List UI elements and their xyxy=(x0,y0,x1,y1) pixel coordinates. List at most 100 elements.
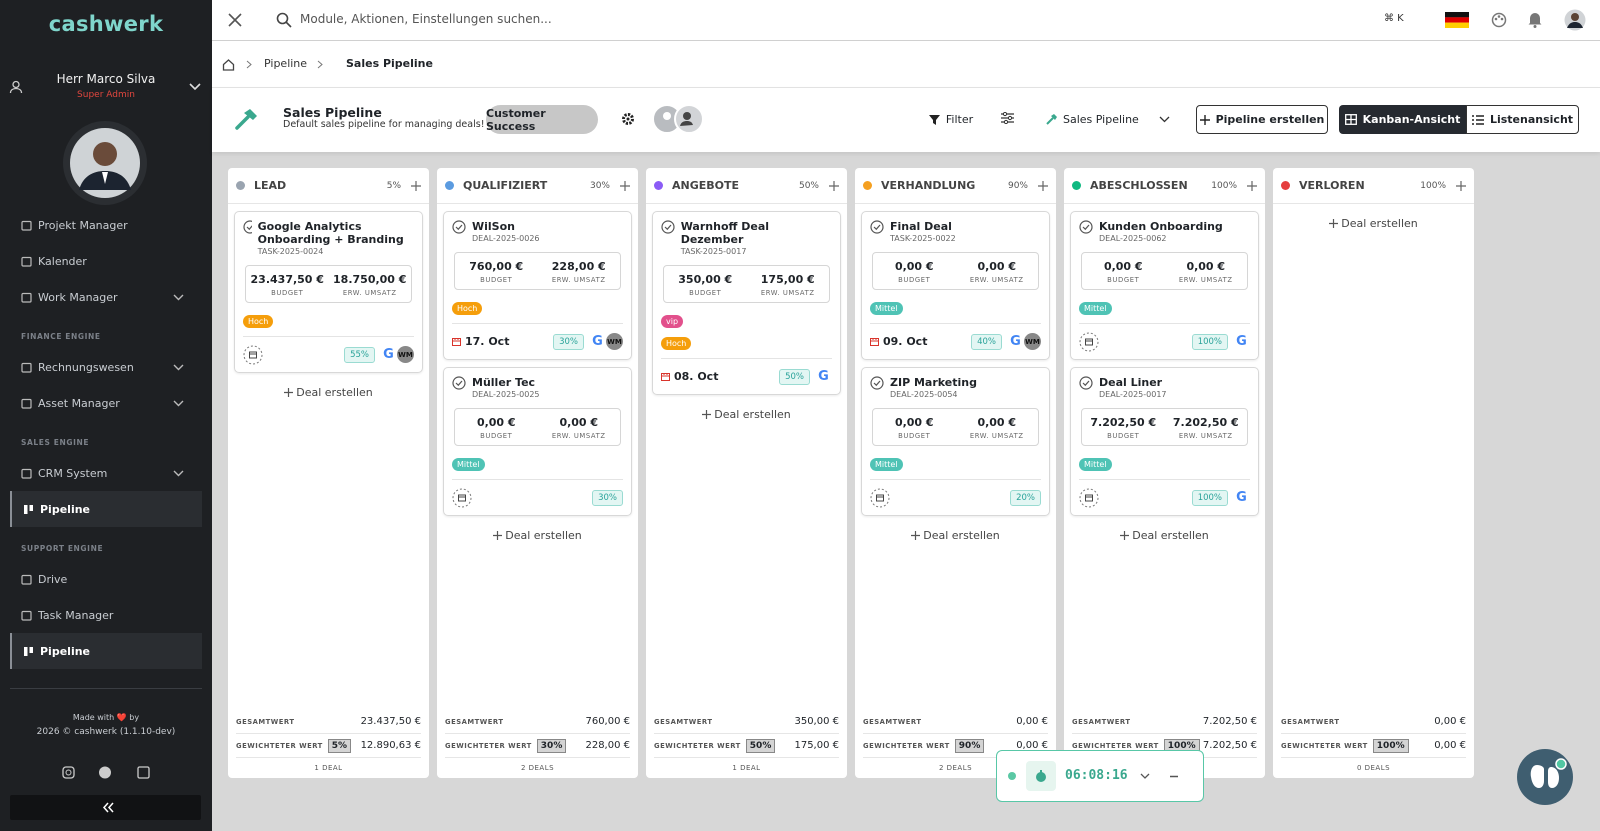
icon-shape xyxy=(12,80,20,89)
deal-card[interactable]: Warnhoff Deal Dezember TASK-2025-0017 350,… xyxy=(652,211,841,395)
breadcrumb-link[interactable]: Pipeline xyxy=(264,57,308,70)
deal-tags: Mittel xyxy=(1079,296,1250,318)
schedule-icon[interactable] xyxy=(243,345,263,365)
icon-shape xyxy=(1548,767,1559,788)
deal-metrics: 0,00 € BUDGET 0,00 € ERW. UMSATZ xyxy=(1081,252,1248,290)
metric-label: BUDGET xyxy=(480,432,513,440)
create-pipeline-button[interactable]: Pipeline erstellen xyxy=(1196,105,1328,134)
icon-shape xyxy=(21,574,32,585)
team-badge[interactable]: Customer Success xyxy=(486,105,598,134)
nav-item[interactable]: Pipeline xyxy=(10,633,202,669)
nav-item[interactable]: CRM System xyxy=(0,455,212,491)
column-header: LEAD 5% xyxy=(228,168,429,204)
deal-card[interactable]: Final Deal TASK-2025-0022 0,00 € BUDGET 0,00… xyxy=(861,211,1050,360)
icon-shape xyxy=(285,21,292,28)
metric: 0,00 € ERW. UMSATZ xyxy=(1165,260,1248,284)
home-icon[interactable] xyxy=(222,58,235,71)
status-check[interactable] xyxy=(243,220,252,234)
card-header: WilSon DEAL-2025-0026 xyxy=(452,220,623,243)
card-text: Final Deal TASK-2025-0022 xyxy=(890,220,956,243)
schedule-icon[interactable] xyxy=(870,488,890,508)
nav-item[interactable]: Asset Manager xyxy=(0,385,212,421)
deal-card[interactable]: Google Analytics Onboarding + Branding TA… xyxy=(234,211,423,373)
summary-label: GESAMTWERT xyxy=(236,717,295,726)
schedule-icon[interactable] xyxy=(452,488,472,508)
add-deal-icon[interactable] xyxy=(829,180,839,191)
profile-avatar[interactable] xyxy=(1564,9,1586,31)
deal-card[interactable]: Deal Liner DEAL-2025-0017 7.202,50 € BUDGET… xyxy=(1070,367,1259,516)
create-deal-button[interactable]: Deal erstellen xyxy=(1273,217,1474,230)
deal-card[interactable]: WilSon DEAL-2025-0026 760,00 € BUDGET 228,00… xyxy=(443,211,632,360)
add-deal-icon[interactable] xyxy=(411,180,421,191)
create-deal-button[interactable]: Deal erstellen xyxy=(437,529,638,542)
add-deal-icon[interactable] xyxy=(1247,180,1257,191)
social-icons[interactable] xyxy=(62,766,152,780)
kanban-icon xyxy=(1344,114,1357,125)
create-deal-button[interactable]: Deal erstellen xyxy=(228,386,429,399)
metric-value: 175,00 € xyxy=(760,273,815,286)
timer-expand[interactable] xyxy=(1140,773,1150,780)
settings-button[interactable] xyxy=(621,112,635,126)
deal-count: 1 DEAL xyxy=(314,764,343,772)
timer-minimize[interactable] xyxy=(1169,775,1179,778)
schedule-icon[interactable] xyxy=(1079,332,1099,352)
stage-dot xyxy=(236,181,245,190)
nav-item[interactable]: Rechnungswesen xyxy=(0,349,212,385)
metric-value: 0,00 € xyxy=(977,260,1017,273)
add-deal-icon[interactable] xyxy=(1456,180,1466,191)
status-check[interactable] xyxy=(870,220,884,234)
user-menu[interactable] xyxy=(189,83,201,91)
nav-item[interactable]: Kalender xyxy=(0,243,212,279)
status-check[interactable] xyxy=(452,376,466,390)
card-text: Deal Liner DEAL-2025-0017 xyxy=(1099,376,1167,399)
deal-card[interactable]: Kunden Onboarding DEAL-2025-0062 0,00 € BUD… xyxy=(1070,211,1259,360)
assistant-button[interactable] xyxy=(1515,747,1575,807)
nav-item[interactable]: Projekt Manager xyxy=(0,207,212,243)
create-deal-button[interactable]: Deal erstellen xyxy=(646,408,847,421)
icon-shape xyxy=(1085,494,1093,501)
create-deal-button[interactable]: Deal erstellen xyxy=(1064,529,1265,542)
deal-title: Kunden Onboarding xyxy=(1099,220,1223,233)
nav-item[interactable]: Task Manager xyxy=(0,597,212,633)
list-view-button[interactable]: Listenansicht xyxy=(1466,105,1579,134)
status-check[interactable] xyxy=(452,220,466,234)
view-settings[interactable] xyxy=(1001,112,1014,124)
search-input[interactable]: Module, Aktionen, Einstellungen suchen..… xyxy=(300,12,552,26)
nav-item[interactable]: Drive xyxy=(0,561,212,597)
deal-tags: Mittel xyxy=(870,296,1041,318)
icon-shape xyxy=(21,256,32,267)
deal-metrics: 0,00 € BUDGET 0,00 € ERW. UMSATZ xyxy=(872,252,1039,290)
icon-shape xyxy=(870,376,884,390)
nav-item[interactable]: Work Manager xyxy=(0,279,212,315)
status-check[interactable] xyxy=(1079,220,1093,234)
deal-card[interactable]: Müller Tec DEAL-2025-0025 0,00 € BUDGET 0,00… xyxy=(443,367,632,516)
status-check[interactable] xyxy=(870,376,884,390)
icon-shape xyxy=(24,504,28,514)
timer-button[interactable] xyxy=(1026,761,1056,791)
create-deal-label: Deal erstellen xyxy=(296,386,373,399)
brand: cashwerk xyxy=(48,12,164,36)
kanban-view-button[interactable]: Kanban-Ansicht xyxy=(1339,105,1466,134)
metric-value: 0,00 € xyxy=(977,416,1017,429)
nav-item[interactable]: Pipeline xyxy=(10,491,202,527)
status-check[interactable] xyxy=(661,220,675,234)
filter-button[interactable]: Filter xyxy=(926,105,976,134)
notifications[interactable] xyxy=(1527,11,1543,28)
schedule-icon[interactable] xyxy=(1079,488,1099,508)
nav-section: SALES ENGINE xyxy=(21,438,90,447)
deal-metrics: 0,00 € BUDGET 0,00 € ERW. UMSATZ xyxy=(454,408,621,446)
priority-tag: Mittel xyxy=(1079,302,1112,315)
add-deal-icon[interactable] xyxy=(620,180,630,191)
status-check[interactable] xyxy=(1079,376,1093,390)
pipeline-select[interactable]: Sales Pipeline xyxy=(1032,105,1182,134)
stage-name: VERHANDLUNG xyxy=(881,179,976,192)
deal-card[interactable]: ZIP Marketing DEAL-2025-0054 0,00 € BUDGET 0… xyxy=(861,367,1050,516)
collapse-button[interactable] xyxy=(10,795,201,820)
member-avatars[interactable] xyxy=(652,104,704,134)
stage-dot xyxy=(1281,181,1290,190)
language-flag[interactable] xyxy=(1445,12,1469,28)
close-button[interactable] xyxy=(228,13,242,27)
create-deal-button[interactable]: Deal erstellen xyxy=(855,529,1056,542)
add-deal-icon[interactable] xyxy=(1038,180,1048,191)
theme-icon[interactable] xyxy=(1491,12,1507,28)
